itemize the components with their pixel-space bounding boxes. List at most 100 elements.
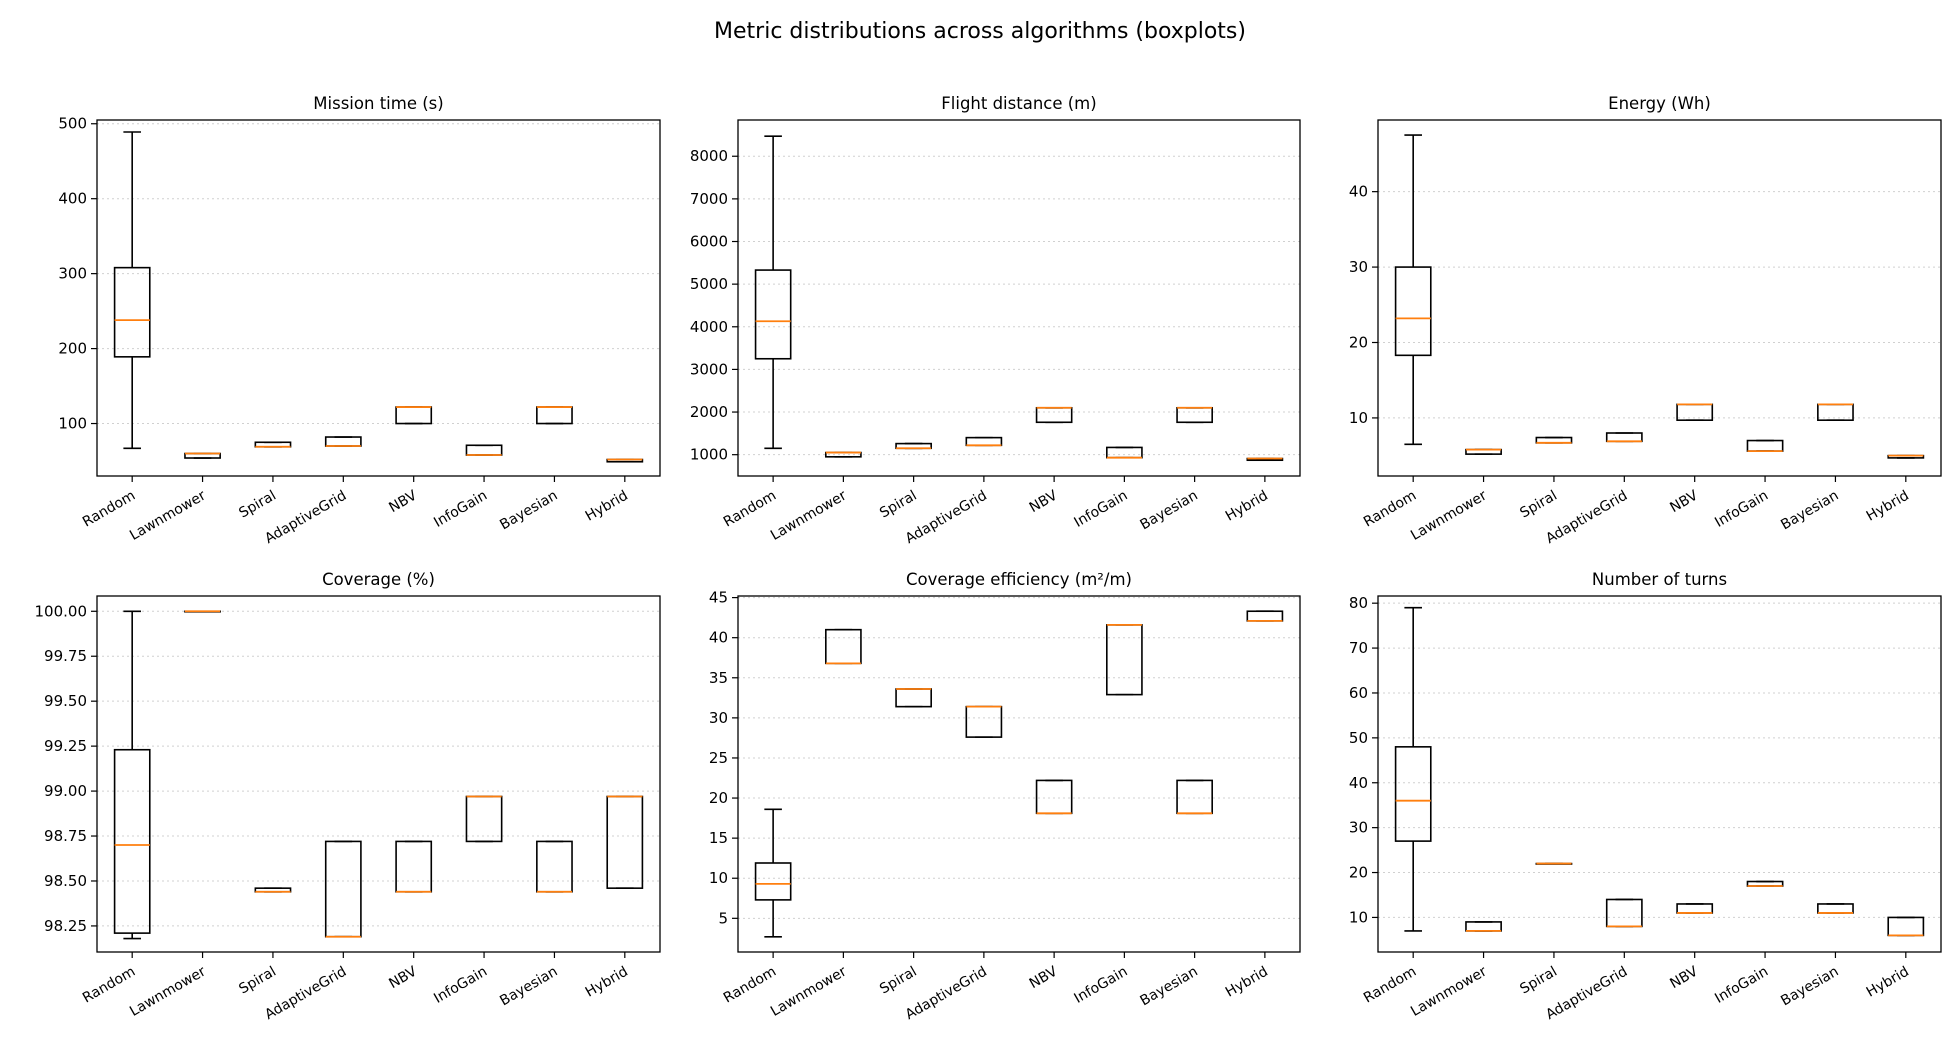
box-spiral xyxy=(1535,436,1573,444)
box-lawnmower xyxy=(825,451,862,458)
iqr-box xyxy=(606,795,644,889)
iqr-box xyxy=(965,436,1003,447)
subplot-mission-time-s: Mission time (s) 100 200 300 400 500 RandomLaw… xyxy=(58,94,661,547)
box-random xyxy=(113,131,151,450)
y-tick-label: 80 xyxy=(1349,594,1368,612)
box-nbv xyxy=(1035,779,1073,815)
box-spiral xyxy=(895,442,932,450)
x-tick-label: InfoGain xyxy=(431,488,490,531)
x-tick-label: Hybrid xyxy=(583,488,631,525)
box-hybrid xyxy=(1246,610,1284,622)
y-tick-label: 98.50 xyxy=(44,872,87,890)
box-nbv xyxy=(1035,406,1073,424)
y-tick-label: 10 xyxy=(709,869,728,887)
box-infogain xyxy=(1746,439,1784,453)
y-tick-label: 200 xyxy=(58,340,87,358)
y-tick-label: 1000 xyxy=(690,446,728,464)
box-adaptivegrid xyxy=(1605,898,1643,928)
box-infogain xyxy=(465,795,503,843)
x-tick-label: Lawnmower xyxy=(1408,963,1490,1019)
y-tick-label: 25 xyxy=(709,749,728,767)
x-tick-label: InfoGain xyxy=(1712,488,1771,531)
x-tick-label: NBV xyxy=(1667,963,1701,992)
x-tick-label: Spiral xyxy=(877,964,920,998)
iqr-box xyxy=(1035,406,1073,424)
axes-frame xyxy=(1377,595,1942,953)
iqr-box xyxy=(113,266,151,358)
y-tick-label: 500 xyxy=(58,115,87,133)
x-tick-label: NBV xyxy=(386,963,420,992)
y-tick-label: 300 xyxy=(58,265,87,283)
axes-title: Energy (Wh) xyxy=(1608,94,1711,113)
box-infogain xyxy=(1106,623,1143,696)
iqr-box xyxy=(536,406,573,425)
box-infogain xyxy=(465,444,503,456)
x-tick-label: NBV xyxy=(1027,963,1061,992)
box-lawnmower xyxy=(184,452,221,459)
axes-frame xyxy=(96,119,661,477)
x-tick-label: Random xyxy=(80,488,138,531)
y-tick-label: 10 xyxy=(1349,908,1368,926)
box-spiral xyxy=(254,887,292,893)
y-tick-label: 10 xyxy=(1349,409,1368,427)
box-hybrid xyxy=(606,795,644,889)
y-tick-label: 99.00 xyxy=(44,782,87,800)
iqr-box xyxy=(754,862,792,901)
y-tick-label: 2000 xyxy=(690,403,728,421)
iqr-box xyxy=(536,840,573,893)
x-tick-label: Bayesian xyxy=(1778,488,1841,534)
iqr-box xyxy=(895,688,932,708)
iqr-box xyxy=(1106,446,1143,459)
box-nbv xyxy=(1676,403,1714,421)
axes-title: Mission time (s) xyxy=(313,94,443,113)
y-tick-label: 70 xyxy=(1349,639,1368,657)
x-tick-label: Lawnmower xyxy=(768,487,850,543)
iqr-box xyxy=(113,748,151,934)
x-tick-label: Random xyxy=(721,964,779,1007)
box-random xyxy=(1394,606,1432,932)
iqr-box xyxy=(395,840,433,893)
box-hybrid xyxy=(1246,457,1284,462)
iqr-box xyxy=(1246,610,1284,622)
y-tick-label: 50 xyxy=(1349,729,1368,747)
y-tick-label: 20 xyxy=(709,789,728,807)
y-tick-label: 20 xyxy=(1349,864,1368,882)
y-tick-label: 30 xyxy=(1349,258,1368,276)
x-tick-label: Hybrid xyxy=(1223,964,1271,1001)
y-tick-label: 15 xyxy=(709,829,728,847)
box-spiral xyxy=(254,441,292,448)
iqr-box xyxy=(1394,266,1432,357)
iqr-box xyxy=(324,436,362,447)
subplot-number-of-turns: Number of turns 10 20 30 40 50 60 70 80 RandomLaw… xyxy=(1349,570,1942,1023)
box-random xyxy=(754,135,792,450)
y-tick-label: 45 xyxy=(709,589,728,607)
y-tick-label: 99.50 xyxy=(44,692,87,710)
box-lawnmower xyxy=(825,628,862,665)
box-hybrid xyxy=(1887,454,1925,459)
x-tick-label: Spiral xyxy=(877,488,920,522)
axes-title: Number of turns xyxy=(1592,570,1727,589)
x-tick-label: NBV xyxy=(1667,487,1701,516)
x-tick-label: Bayesian xyxy=(1137,488,1200,534)
y-tick-label: 20 xyxy=(1349,334,1368,352)
y-tick-label: 30 xyxy=(1349,819,1368,837)
x-tick-label: Spiral xyxy=(1517,964,1560,998)
axes-title: Coverage (%) xyxy=(322,570,435,589)
iqr-box xyxy=(754,269,792,360)
y-tick-label: 60 xyxy=(1349,684,1368,702)
x-tick-label: Bayesian xyxy=(497,488,560,534)
y-tick-label: 99.75 xyxy=(44,647,87,665)
box-random xyxy=(113,610,151,940)
y-tick-label: 98.75 xyxy=(44,827,87,845)
x-tick-label: InfoGain xyxy=(1712,964,1771,1007)
x-tick-label: Lawnmower xyxy=(127,487,209,543)
axes-frame xyxy=(737,119,1301,477)
iqr-box xyxy=(1887,916,1925,937)
y-tick-label: 3000 xyxy=(690,360,728,378)
y-tick-label: 35 xyxy=(709,669,728,687)
y-tick-label: 400 xyxy=(58,190,87,208)
box-hybrid xyxy=(606,458,644,463)
y-tick-label: 40 xyxy=(1349,183,1368,201)
